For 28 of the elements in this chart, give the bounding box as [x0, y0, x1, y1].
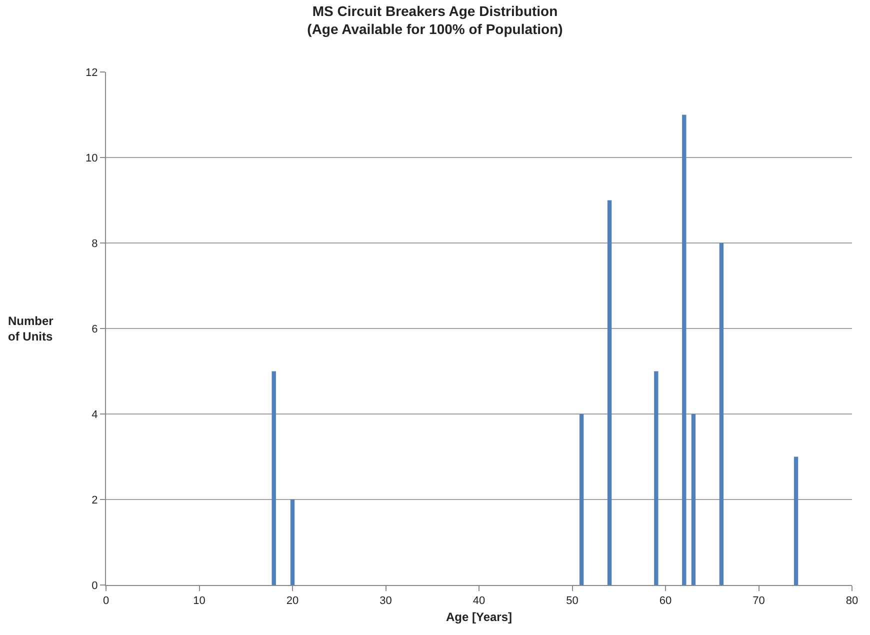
x-tick-label: 70 [752, 595, 765, 608]
y-tick-label: 12 [86, 66, 98, 79]
bar [691, 414, 696, 585]
x-tick-label: 40 [472, 595, 486, 608]
bar [272, 371, 276, 585]
x-axis-title: Age [Years] [446, 610, 512, 624]
y-tick-label: 0 [92, 580, 98, 592]
bar [579, 414, 584, 585]
x-tick-label: 50 [566, 595, 578, 608]
bar [607, 200, 612, 585]
bar [682, 114, 686, 585]
bar [719, 243, 724, 585]
x-tick-label: 80 [846, 595, 858, 608]
y-tick-label: 4 [92, 408, 98, 421]
x-tick-label: 20 [286, 595, 299, 608]
x-tick-label: 30 [380, 595, 392, 608]
bar [794, 456, 798, 585]
bar [290, 500, 295, 585]
x-tick-label: 0 [102, 595, 110, 608]
x-tick-label: 10 [193, 595, 206, 608]
x-tick-label: 60 [659, 595, 672, 608]
bar [654, 371, 658, 585]
chart-title: MS Circuit Breakers Age Distribution (Age Available for 100% of Population) [307, 2, 563, 38]
y-tick-label: 10 [86, 152, 98, 164]
y-tick-label: 8 [92, 238, 98, 250]
y-tick-label: 2 [92, 494, 98, 506]
y-tick-label: 6 [92, 323, 98, 336]
y-axis-title: Number of Units [8, 314, 54, 344]
